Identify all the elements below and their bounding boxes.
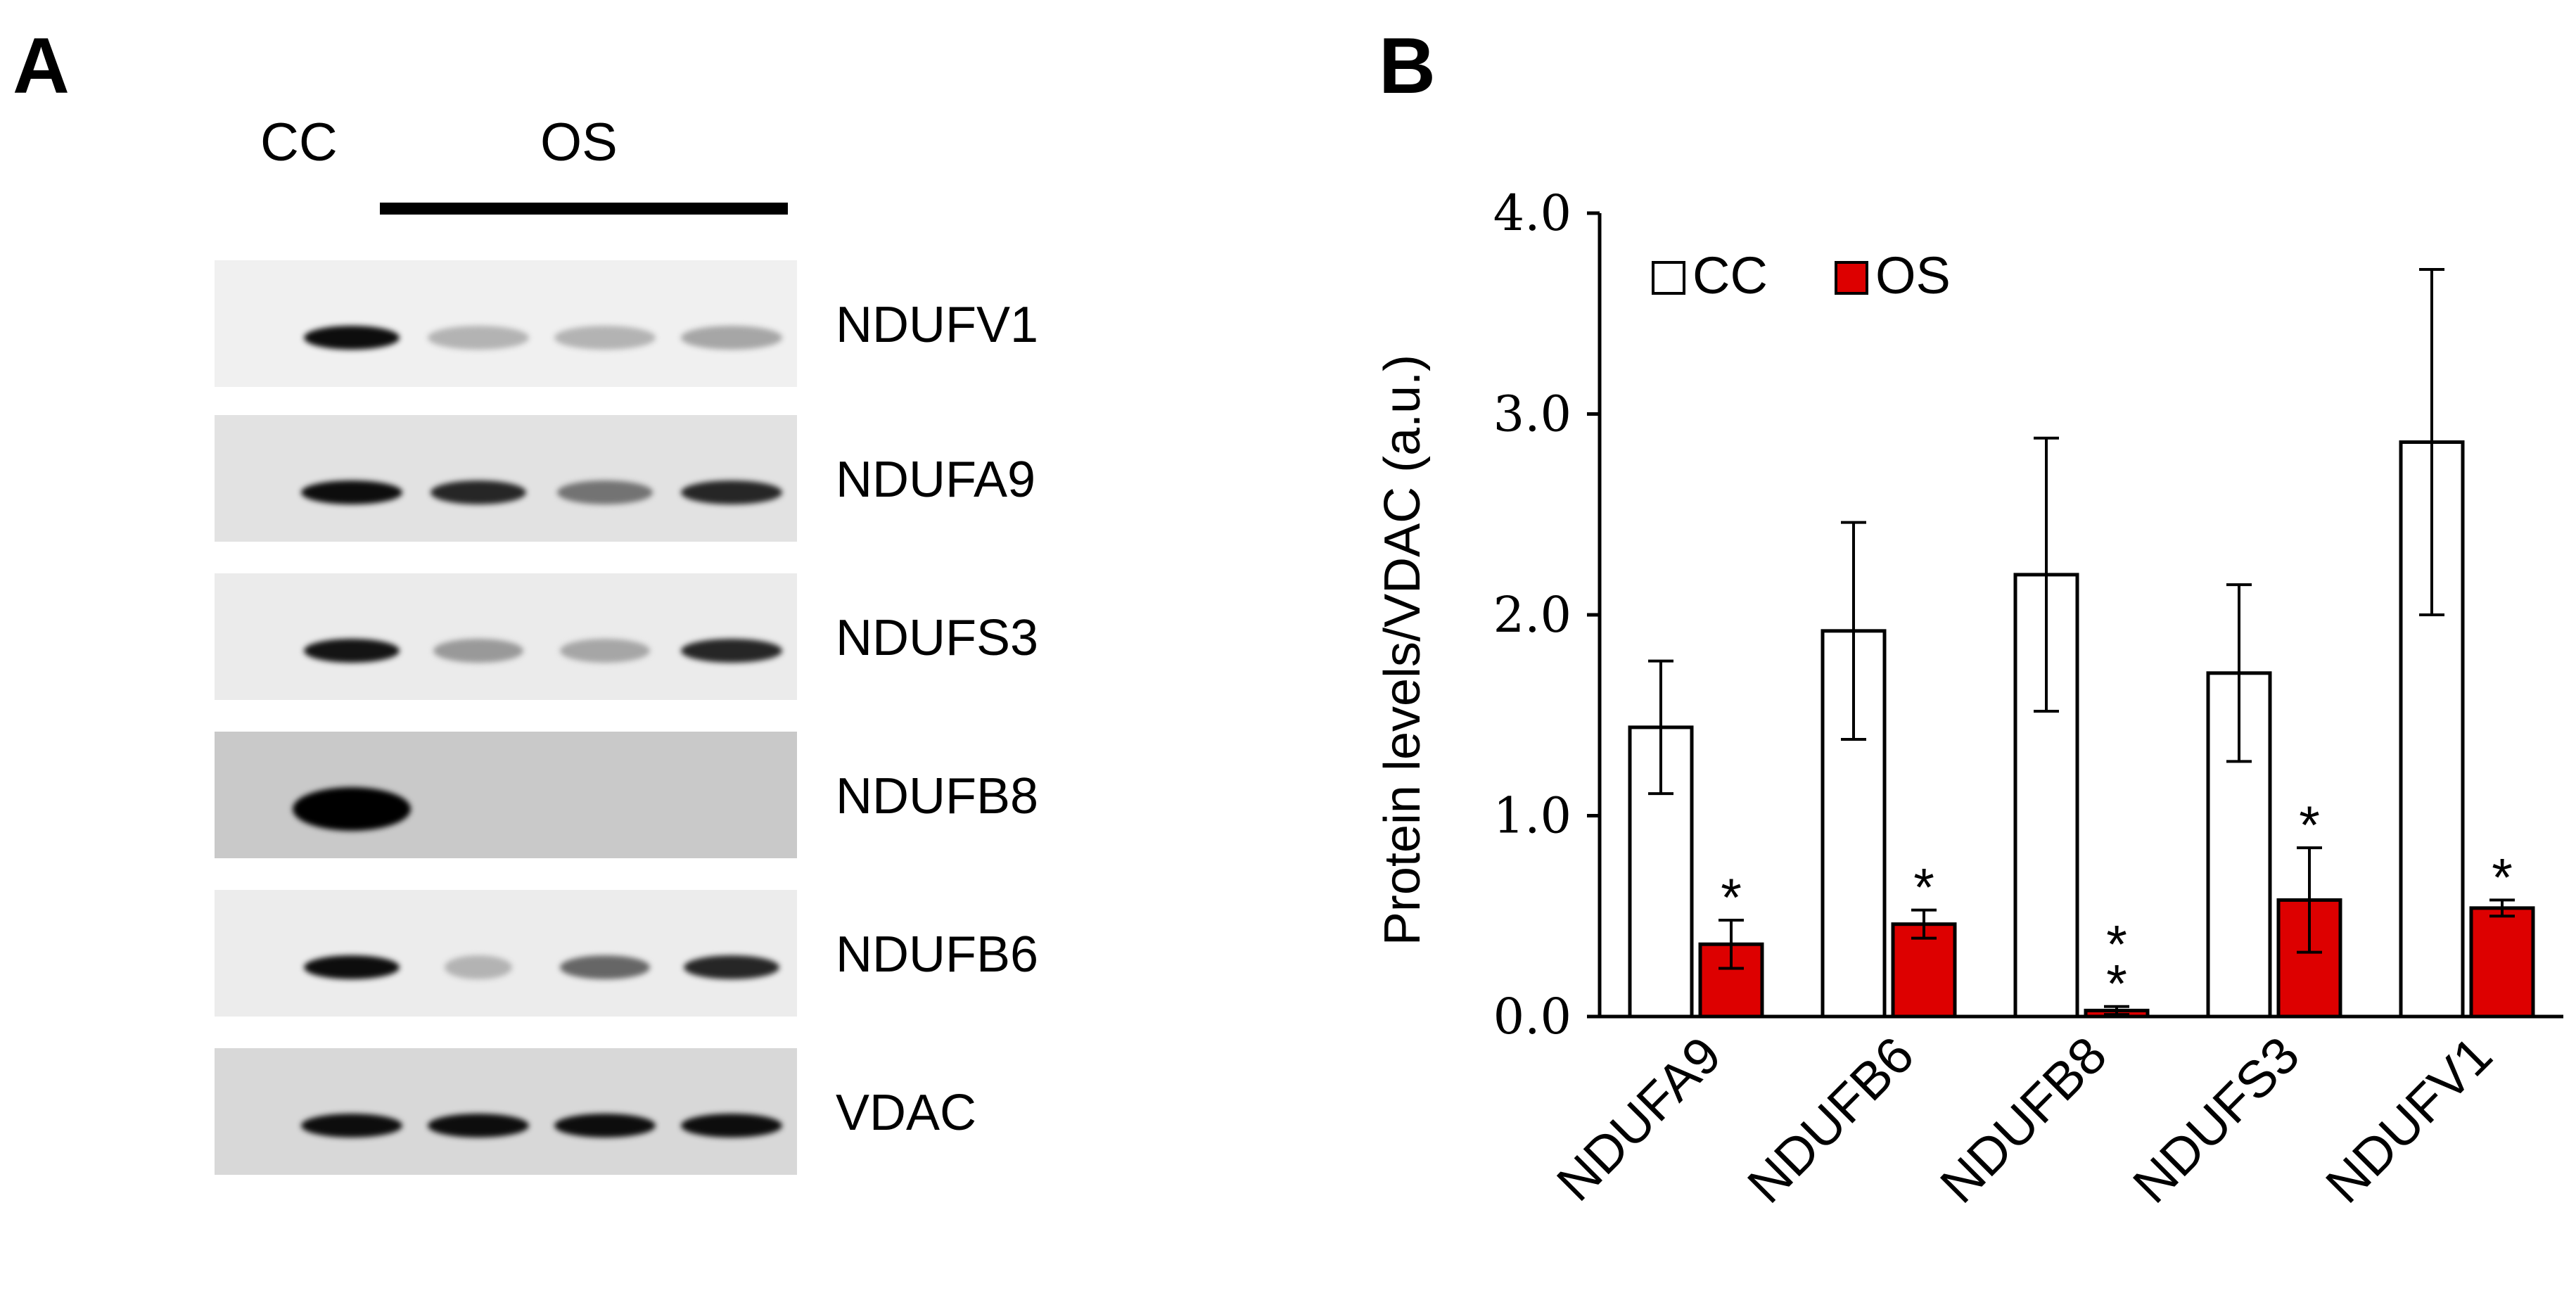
x-tick-label: NDUFB6 — [1736, 1026, 1925, 1214]
legend-label-cc: CC — [1692, 246, 1768, 305]
x-tick-label: NDUFV1 — [2314, 1026, 2503, 1214]
blot-band — [560, 639, 650, 663]
y-tick-label: 2.0 — [1493, 586, 1571, 644]
y-axis-label: Protein levels/VDAC (a.u.) — [1375, 355, 1431, 945]
blot-band — [431, 480, 526, 504]
blot-band — [428, 1114, 529, 1138]
blot-band — [304, 639, 400, 663]
x-tick-label: NDUFS3 — [2122, 1026, 2310, 1214]
blot-label-ndufb8: NDUFB8 — [836, 768, 1039, 824]
x-tick-label: NDUFB8 — [1929, 1026, 2117, 1214]
significance-mark: * — [1721, 868, 1742, 928]
blot-strip-ndufs3 — [215, 573, 797, 700]
blot-band — [684, 955, 779, 979]
blot-band — [304, 326, 400, 350]
cc-lane-header: CC — [260, 113, 338, 172]
significance-mark: * — [2492, 848, 2513, 907]
y-tick-label: 1.0 — [1493, 787, 1571, 845]
panel-b-letter: B — [1379, 22, 1436, 110]
blot-band — [681, 480, 782, 504]
blot-band — [301, 480, 402, 504]
x-tick-label: NDUFA9 — [1545, 1026, 1732, 1212]
panel-a-letter: A — [13, 22, 70, 110]
bar-chart: 0.0 1.0 2.0 3.0 4.0 Protein levels/VDAC (a.u.… — [1375, 184, 2563, 1214]
y-tick-label: 3.0 — [1493, 386, 1571, 443]
blot-band — [557, 480, 653, 504]
blot-band — [445, 955, 512, 979]
significance-mark: * — [2106, 955, 2127, 1014]
blot-strip-ndufa9 — [215, 415, 797, 542]
blot-strip-ndufb8 — [215, 732, 797, 858]
significance-mark: * — [1913, 858, 1934, 918]
y-tick-label: 4.0 — [1493, 184, 1571, 242]
blot-band — [428, 326, 529, 350]
blot-strip-ndufv1 — [215, 260, 797, 387]
blot-band — [554, 1114, 656, 1138]
blot-label-ndufb6: NDUFB6 — [836, 926, 1039, 983]
blot-label-ndufa9: NDUFA9 — [836, 452, 1036, 508]
blot-band — [554, 326, 656, 350]
blot-band — [301, 1114, 402, 1138]
blot-label-ndufs3: NDUFS3 — [836, 610, 1039, 666]
blot-strip-vdac — [215, 1048, 797, 1175]
os-group-bar — [380, 203, 788, 215]
legend-swatch-os — [1835, 261, 1868, 295]
blot-band — [560, 955, 650, 979]
blot-band — [681, 639, 782, 663]
y-tick-label: 0.0 — [1493, 988, 1571, 1045]
blot-label-ndufv1: NDUFV1 — [836, 297, 1039, 353]
blot-strip-ndufb6 — [215, 890, 797, 1017]
blot-band — [293, 787, 411, 831]
blot-band — [304, 955, 400, 979]
significance-mark: * — [2106, 915, 2127, 975]
blot-band — [433, 639, 523, 663]
os-lane-header: OS — [540, 113, 618, 172]
blot-band — [681, 326, 782, 350]
bar-os — [2469, 906, 2535, 1019]
blot-label-vdac: VDAC — [836, 1085, 977, 1141]
significance-mark: * — [2299, 796, 2320, 855]
blot-band — [681, 1114, 782, 1138]
legend-label-os: OS — [1875, 246, 1951, 305]
legend-swatch-cc — [1652, 261, 1685, 295]
